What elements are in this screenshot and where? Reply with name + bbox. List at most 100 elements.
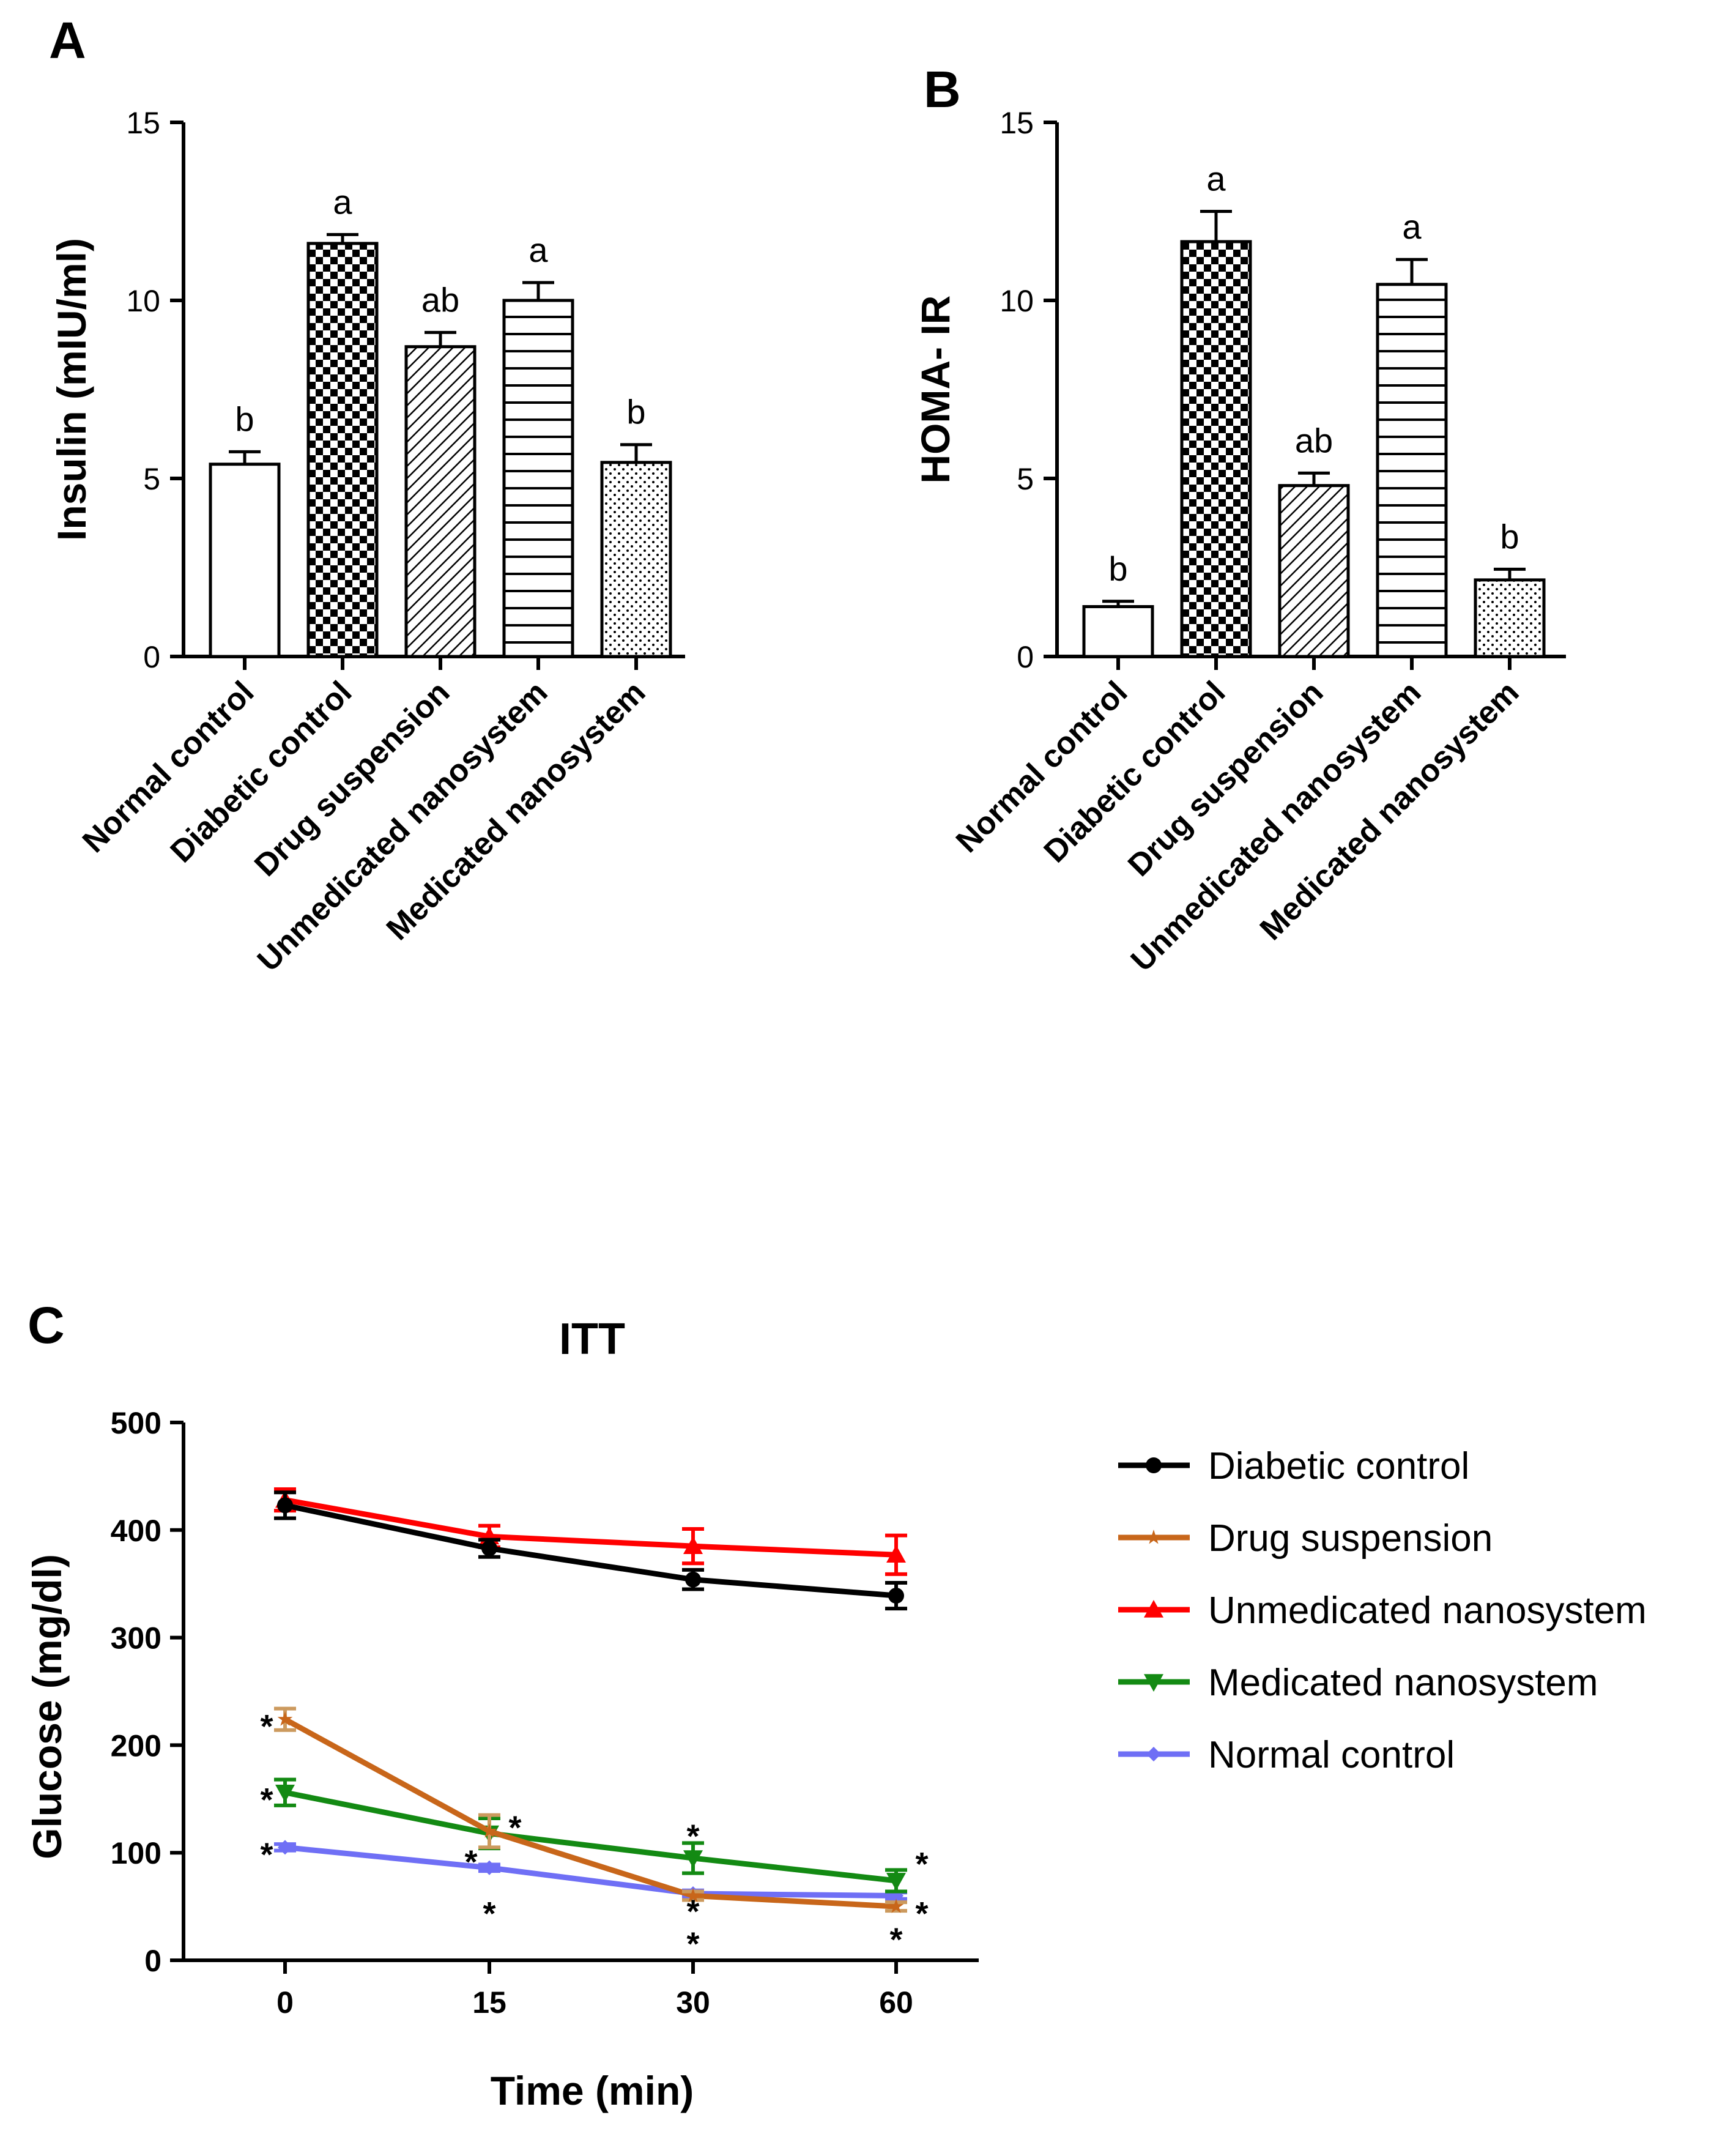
- category-label: Diabetic control: [1037, 674, 1233, 869]
- significance-label: a: [1206, 160, 1226, 198]
- significance-label: ab: [1295, 421, 1333, 459]
- legend-marker: [1146, 1747, 1161, 1761]
- legend-label: Normal control: [1208, 1734, 1455, 1776]
- legend-marker: [1144, 1600, 1163, 1618]
- legend-label: Unmedicated nanosystem: [1208, 1590, 1647, 1632]
- series-line: [284, 1502, 897, 1599]
- y-axis-label: Insulin (mIU/ml): [49, 238, 94, 541]
- y-tick-label: 15: [126, 106, 160, 140]
- significance-label: b: [1500, 517, 1519, 556]
- significance-star: *: [889, 1921, 902, 1958]
- panel-letter-c: C: [28, 1296, 65, 1354]
- legend-marker: [1146, 1457, 1162, 1473]
- bar-medicated-nanosystem: [600, 461, 672, 658]
- significance-star: *: [686, 1925, 699, 1962]
- bar-diabetic-control: [1180, 240, 1252, 658]
- series-line: [284, 1844, 897, 1899]
- x-axis-label: Time (min): [491, 2068, 694, 2113]
- significance-star: *: [686, 1818, 699, 1855]
- y-tick-label: 5: [1017, 462, 1034, 496]
- y-tick-label: 15: [1000, 106, 1034, 140]
- legend-label: Medicated nanosystem: [1208, 1662, 1598, 1704]
- significance-label: a: [529, 231, 548, 269]
- y-tick-label: 10: [1000, 284, 1034, 318]
- bar-normal-control: [1082, 605, 1154, 658]
- y-tick-label: 0: [1017, 640, 1034, 674]
- data-point: [685, 1571, 701, 1588]
- legend: Diabetic control Drug suspension Unmedicat…: [1118, 1445, 1647, 1776]
- bar-drug-suspension: [1278, 484, 1350, 658]
- category-label: Normal control: [76, 674, 261, 860]
- data-point: [886, 1545, 906, 1563]
- bar-normal-control: [209, 463, 281, 658]
- series-line: [284, 1497, 897, 1558]
- category-label: Diabetic control: [164, 674, 359, 869]
- y-tick-label: 10: [126, 284, 160, 318]
- data-point: [277, 1711, 293, 1726]
- significance-label: b: [235, 400, 254, 438]
- data-point: [683, 1536, 703, 1554]
- bar-diabetic-control: [306, 242, 379, 658]
- panel-letter-a: A: [49, 12, 86, 69]
- bar-drug-suspension: [404, 345, 477, 658]
- y-axis-label: HOMA- IR: [913, 296, 958, 484]
- legend-marker: [1146, 1530, 1162, 1544]
- significance-star: *: [915, 1846, 928, 1883]
- significance-star: *: [686, 1894, 699, 1930]
- panel-letter-b: B: [924, 61, 961, 118]
- y-tick-label: 0: [143, 640, 160, 674]
- y-tick-label: 0: [144, 1944, 161, 1978]
- y-tick-label: 400: [111, 1514, 161, 1548]
- series-line: [284, 1790, 897, 1884]
- series-medicated-nanosystem: [274, 1777, 907, 1894]
- data-point: [481, 1540, 497, 1556]
- data-point: [481, 1823, 497, 1838]
- significance-label: a: [333, 182, 352, 221]
- x-tick-label: 60: [879, 1985, 913, 2020]
- significance-label: a: [1402, 207, 1422, 246]
- bar-unmedicated-nanosystem: [502, 299, 574, 658]
- category-label: Normal control: [949, 674, 1135, 860]
- y-tick-label: 200: [111, 1728, 161, 1763]
- chart-homa-ir: 0 5 10 15 HOMA- IR b Normal control a Diabetic c…: [913, 106, 1566, 978]
- chart-insulin: 0 5 10 15 Insulin (mIU/ml) b Normal control a Di…: [49, 106, 685, 978]
- significance-star: *: [508, 1809, 521, 1846]
- data-point: [482, 1860, 497, 1875]
- x-tick-label: 15: [472, 1985, 506, 2020]
- chart-itt: ITT 0 100 200 300 400 500 0 15 30 60 Time (min) Gluc…: [24, 1315, 1647, 2113]
- y-tick-label: 5: [143, 462, 160, 496]
- bar-medicated-nanosystem: [1474, 578, 1546, 658]
- y-axis-label: Glucose (mg/dl): [24, 1554, 70, 1859]
- significance-label: b: [1108, 549, 1127, 588]
- data-point: [277, 1497, 293, 1514]
- y-tick-label: 100: [111, 1836, 161, 1870]
- x-tick-label: 0: [276, 1985, 294, 2020]
- significance-star: *: [483, 1895, 495, 1932]
- x-tick-label: 30: [676, 1985, 710, 2020]
- legend-label: Diabetic control: [1208, 1445, 1469, 1487]
- y-tick-label: 300: [111, 1621, 161, 1656]
- data-point: [888, 1588, 904, 1604]
- y-tick-label: 500: [111, 1406, 161, 1440]
- significance-label: b: [626, 393, 645, 431]
- data-point: [886, 1873, 906, 1891]
- significance-star: *: [260, 1708, 273, 1745]
- legend-marker: [1144, 1674, 1163, 1692]
- series-drug-suspension: [274, 1706, 907, 1913]
- significance-star: *: [260, 1836, 273, 1873]
- data-point: [275, 1784, 295, 1802]
- data-point: [278, 1840, 292, 1855]
- significance-star: *: [915, 1895, 928, 1932]
- data-point: [685, 1887, 701, 1902]
- significance-label: ab: [421, 280, 459, 319]
- significance-star: *: [464, 1844, 477, 1881]
- chart-title: ITT: [559, 1315, 625, 1364]
- series-diabetic-control: [274, 1490, 907, 1611]
- data-point: [683, 1850, 703, 1868]
- data-point: [888, 1898, 904, 1913]
- series-line: [283, 1717, 897, 1910]
- bar-unmedicated-nanosystem: [1376, 283, 1448, 658]
- significance-star: *: [260, 1782, 273, 1818]
- legend-label: Drug suspension: [1208, 1517, 1493, 1560]
